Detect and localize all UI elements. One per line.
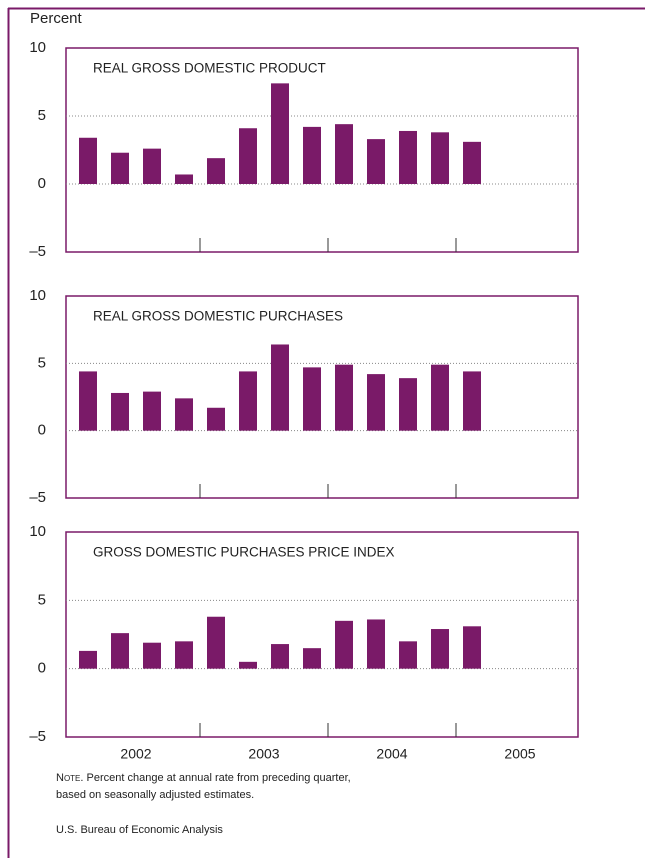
bar — [143, 642, 161, 669]
bar — [367, 374, 385, 431]
y-tick-label: 5 — [38, 591, 46, 608]
bar — [79, 137, 97, 184]
y-tick-label: –5 — [29, 728, 46, 745]
note-label: Note. — [56, 772, 83, 784]
bar — [431, 629, 449, 669]
bar — [111, 392, 129, 431]
panel-title: REAL GROSS DOMESTIC PURCHASES — [93, 309, 343, 324]
bar — [335, 364, 353, 431]
bar — [431, 132, 449, 184]
bar — [271, 344, 289, 431]
bar — [303, 648, 321, 669]
x-tick-label: 2005 — [504, 746, 535, 762]
x-tick-label: 2002 — [120, 746, 151, 762]
bar — [399, 130, 417, 184]
bar — [111, 633, 129, 669]
plot-frame — [65, 531, 579, 738]
note-line: Percent change at annual rate from prece… — [87, 772, 351, 784]
y-tick-label: 10 — [29, 287, 46, 304]
bar — [335, 124, 353, 184]
bar — [239, 661, 257, 669]
bar — [271, 644, 289, 669]
y-tick-label: 5 — [38, 107, 46, 124]
panel-title: GROSS DOMESTIC PURCHASES PRICE INDEX — [93, 545, 395, 560]
bar — [271, 83, 289, 184]
bar — [335, 620, 353, 669]
bar — [143, 148, 161, 184]
y-tick-label: 5 — [38, 354, 46, 371]
y-tick-label: 10 — [29, 39, 46, 56]
bar — [463, 371, 481, 431]
note-line: based on seasonally adjusted estimates. — [56, 789, 254, 801]
source: U.S. Bureau of Economic Analysis — [56, 824, 223, 836]
bar — [175, 641, 193, 669]
y-tick-label: 10 — [29, 523, 46, 540]
bar — [463, 141, 481, 184]
y-tick-label: –5 — [29, 489, 46, 506]
bar — [239, 128, 257, 184]
bar — [175, 398, 193, 431]
bar — [79, 650, 97, 669]
panel-title: REAL GROSS DOMESTIC PRODUCT — [93, 61, 326, 76]
bar — [207, 616, 225, 669]
bar — [111, 152, 129, 184]
bar — [207, 407, 225, 431]
x-tick-label: 2004 — [376, 746, 407, 762]
note: Note. Percent change at annual rate from… — [56, 772, 351, 784]
bar — [303, 126, 321, 184]
bar — [79, 371, 97, 431]
bar — [175, 174, 193, 184]
y-tick-label: –5 — [29, 243, 46, 260]
bar — [399, 641, 417, 669]
bar — [367, 139, 385, 184]
bar — [463, 626, 481, 669]
plot-frame — [65, 47, 579, 253]
bar — [399, 378, 417, 431]
x-tick-label: 2003 — [248, 746, 279, 762]
plot-frame — [65, 295, 579, 499]
y-tick-label: 0 — [38, 175, 46, 192]
bar — [143, 391, 161, 431]
bar — [207, 158, 225, 184]
bar — [239, 371, 257, 431]
bar — [431, 364, 449, 431]
y-axis-label: Percent — [30, 10, 83, 27]
bar — [303, 367, 321, 431]
bar — [367, 619, 385, 669]
y-tick-label: 0 — [38, 660, 46, 677]
y-tick-label: 0 — [38, 422, 46, 439]
